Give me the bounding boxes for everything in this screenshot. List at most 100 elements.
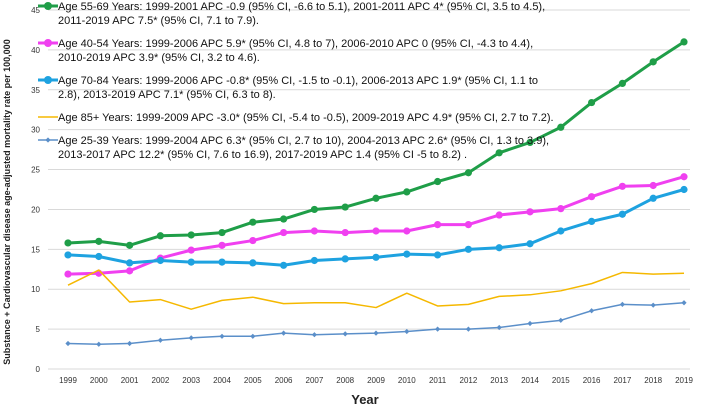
x-tick-label: 2012 — [460, 376, 478, 385]
y-tick-label: 25 — [31, 166, 40, 175]
y-axis-title: Substance + Cardiovascular disease age-a… — [2, 39, 12, 364]
data-point — [403, 188, 411, 196]
data-point — [495, 244, 503, 252]
y-tick-label: 10 — [31, 285, 40, 294]
x-tick-label: 2006 — [275, 376, 293, 385]
data-point — [465, 326, 471, 332]
data-point — [95, 237, 103, 245]
series-age-40-54 — [64, 173, 688, 278]
data-point — [126, 267, 134, 275]
data-point — [218, 241, 226, 249]
legend-label: 2.8), 2013-2019 APC 7.1* (95% CI, 6.3 to… — [58, 89, 276, 101]
legend-item: Age 55-69 Years: 1999-2001 APC -0.9 (95%… — [38, 1, 545, 27]
series-line — [67, 269, 685, 310]
x-tick-label: 2015 — [552, 376, 570, 385]
data-point — [434, 177, 442, 186]
data-point — [280, 261, 288, 269]
data-point — [64, 251, 72, 259]
x-tick-label: 2019 — [675, 376, 693, 385]
legend-item: Age 25-39 Years: 1999-2004 APC 6.3* (95%… — [38, 135, 549, 161]
y-tick-label: 15 — [31, 245, 40, 254]
y-tick-label: 30 — [31, 126, 40, 135]
x-tick-label: 2013 — [490, 376, 508, 385]
x-axis-title: Year — [351, 392, 378, 407]
data-point — [311, 332, 317, 338]
data-point — [435, 326, 441, 332]
data-point — [557, 227, 565, 235]
data-point — [588, 193, 596, 201]
legend: Age 55-69 Years: 1999-2001 APC -0.9 (95%… — [38, 1, 554, 161]
x-tick-label: 2002 — [152, 376, 170, 385]
x-tick-label: 2001 — [121, 376, 139, 385]
legend-label: Age 70-84 Years: 1999-2006 APC -0.8* (95… — [58, 75, 538, 87]
data-point — [588, 98, 596, 107]
data-point — [156, 256, 164, 265]
legend-marker — [44, 39, 52, 47]
data-point — [342, 331, 348, 337]
gridlines — [48, 9, 690, 370]
x-tick-label: 2004 — [213, 376, 231, 385]
data-point — [464, 245, 472, 253]
data-point — [218, 258, 226, 266]
data-point — [496, 324, 502, 331]
x-tick-label: 2018 — [644, 376, 662, 385]
data-point — [619, 301, 625, 307]
data-point — [250, 333, 256, 339]
x-tick-label: 2009 — [367, 376, 385, 385]
x-tick-label: 2014 — [521, 376, 539, 385]
y-tick-label: 5 — [36, 325, 41, 334]
legend-label: 2010-2019 APC 3.9* (95% CI, 3.2 to 4.6). — [58, 52, 260, 64]
data-point — [127, 340, 133, 347]
x-tick-label: 2017 — [614, 376, 632, 385]
legend-marker — [44, 76, 52, 84]
data-point — [526, 208, 534, 216]
legend-label: Age 40-54 Years: 1999-2006 APC 5.9* (95%… — [58, 38, 533, 50]
data-point — [281, 330, 287, 336]
data-point — [249, 218, 257, 226]
data-point — [249, 236, 257, 245]
data-point — [403, 227, 411, 235]
data-point — [372, 253, 380, 261]
data-point — [680, 173, 688, 181]
data-point — [64, 239, 72, 247]
data-point — [526, 240, 534, 248]
x-tick-label: 2003 — [182, 376, 200, 385]
x-tick-label: 2011 — [429, 376, 447, 385]
y-tick-label: 0 — [36, 365, 41, 374]
data-point — [65, 340, 71, 347]
y-axis-ticks: 0 5 10 15 20 25 30 35 40 45 — [31, 6, 40, 374]
data-point — [310, 227, 318, 235]
data-point — [681, 300, 687, 306]
data-point — [434, 251, 442, 259]
x-tick-label: 2008 — [336, 376, 354, 385]
data-point — [280, 228, 288, 237]
data-point — [157, 337, 163, 343]
legend-marker — [45, 137, 51, 143]
data-point — [249, 259, 257, 267]
x-tick-label: 1999 — [59, 376, 77, 385]
data-point — [126, 241, 134, 249]
y-tick-label: 35 — [31, 86, 40, 95]
data-point — [219, 333, 225, 339]
data-point — [650, 302, 656, 308]
x-tick-label: 2010 — [398, 376, 416, 385]
data-point — [557, 123, 565, 131]
data-point — [187, 258, 195, 266]
data-point — [156, 232, 164, 240]
y-tick-label: 40 — [31, 46, 40, 55]
data-point — [649, 194, 657, 202]
data-point — [464, 221, 472, 229]
x-axis-ticks: 1999 2000 2001 2002 2003 2004 2005 2006 2007 2008… — [59, 376, 693, 385]
data-point — [218, 228, 226, 237]
data-point — [96, 341, 102, 347]
legend-label: Age 25-39 Years: 1999-2004 APC 6.3* (95%… — [58, 135, 549, 147]
legend-label: 2013-2017 APC 12.2* (95% CI, 7.6 to 16.9… — [58, 149, 467, 161]
data-point — [187, 231, 195, 239]
data-point — [618, 79, 627, 87]
data-point — [680, 38, 688, 46]
data-point — [618, 182, 627, 190]
data-point — [557, 205, 565, 213]
series-age-55-69 — [64, 38, 688, 249]
data-point — [187, 246, 195, 254]
